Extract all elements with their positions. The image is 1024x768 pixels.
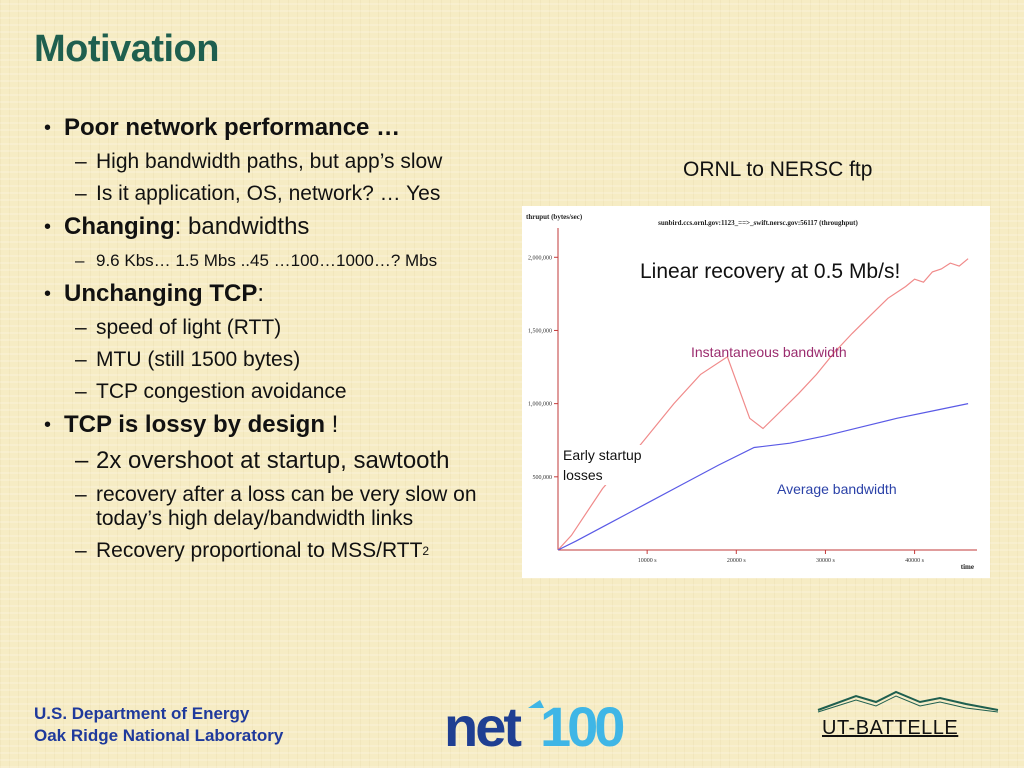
y-tick-label: 2,000,000 bbox=[528, 255, 552, 261]
early-startup-line-1: Early startup bbox=[563, 447, 642, 463]
average-bandwidth-line bbox=[557, 403, 969, 551]
average-bandwidth-label: Average bandwidth bbox=[777, 481, 897, 497]
bullet-changing: • Changing: bandwidths bbox=[44, 213, 310, 240]
bullet-dot: • bbox=[44, 414, 52, 436]
svg-text:100: 100 bbox=[540, 696, 623, 758]
y-tick-label: 500,000 bbox=[533, 475, 553, 481]
bullet-poor-network-performance: • Poor network performance … bbox=[44, 114, 401, 141]
chart-title: sunbird.ccs.ornl.gov:1123_==>_swift.ners… bbox=[658, 219, 858, 227]
x-tick-label: 30000 s bbox=[816, 558, 836, 564]
throughput-chart: thruput (bytes/sec) sunbird.ccs.ornl.gov… bbox=[522, 206, 990, 578]
sub-bullet-overshoot: –2x overshoot at startup, sawtooth bbox=[75, 447, 450, 474]
ut-battelle-logo-text: UT-BATTELLE bbox=[822, 717, 959, 739]
chart-series bbox=[557, 258, 969, 551]
early-startup-annotation: Early startup losses bbox=[563, 445, 642, 485]
footer-org-line-1: U.S. Department of Energy bbox=[34, 704, 250, 723]
instantaneous-bandwidth-line bbox=[557, 258, 969, 551]
sub-bullet-high-bandwidth: – High bandwidth paths, but app’s slow bbox=[75, 150, 443, 173]
ut-battelle-logo-icon bbox=[817, 690, 999, 713]
x-tick-label: 40000 s bbox=[905, 558, 925, 564]
sub-bullet-recovery-proportional: – Recovery proportional to MSS/RTT2 bbox=[75, 539, 430, 562]
axis-ticks: 500,000 1,000,000 1,500,000 2,000,000 10000 … bbox=[528, 255, 925, 564]
bullet-dot: • bbox=[44, 283, 52, 305]
sub-bullet-congestion-avoidance: – TCP congestion avoidance bbox=[75, 380, 347, 403]
figure-caption: ORNL to NERSC ftp bbox=[683, 158, 873, 181]
sub-bullet-slow-recovery: – recovery after a loss can be very slow … bbox=[75, 483, 477, 530]
x-tick-label: 20000 s bbox=[727, 558, 747, 564]
instantaneous-bandwidth-label: Instantaneous bandwidth bbox=[691, 344, 847, 360]
svg-text:net: net bbox=[444, 696, 521, 758]
sub-bullet-bandwidth-range: –9.6 Kbs… 1.5 Mbs ..45 …100…1000…? Mbs bbox=[75, 251, 438, 270]
sub-bullet-speed-of-light: – speed of light (RTT) bbox=[75, 316, 282, 339]
y-axis-label: thruput (bytes/sec) bbox=[526, 213, 583, 221]
x-axis-label: time bbox=[961, 563, 974, 571]
y-tick-label: 1,500,000 bbox=[528, 328, 552, 334]
net100-logo-icon: net 100 bbox=[444, 695, 627, 758]
throughput-chart-svg: thruput (bytes/sec) sunbird.ccs.ornl.gov… bbox=[526, 213, 977, 571]
slide-title: Motivation bbox=[34, 28, 219, 70]
bullet-unchanging-tcp: • Unchanging TCP: bbox=[44, 280, 264, 307]
bullet-tcp-lossy: • TCP is lossy by design ! bbox=[44, 411, 339, 438]
bullet-list: • Poor network performance … – High bandwi… bbox=[42, 114, 492, 563]
early-startup-line-2: losses bbox=[563, 467, 603, 483]
x-tick-label: 10000 s bbox=[638, 558, 658, 564]
footer-organization: U.S. Department of Energy Oak Ridge Nati… bbox=[34, 703, 283, 747]
bullet-dot: • bbox=[44, 117, 52, 139]
net100-logo: net 100 bbox=[444, 695, 627, 765]
footer-org-line-2: Oak Ridge National Laboratory bbox=[34, 726, 284, 745]
linear-recovery-annotation: Linear recovery at 0.5 Mb/s! bbox=[640, 260, 901, 283]
bullet-dot: • bbox=[44, 216, 52, 238]
sub-bullet-app-os-network: – Is it application, OS, network? … Yes bbox=[75, 182, 441, 205]
sub-bullet-mtu: – MTU (still 1500 bytes) bbox=[75, 348, 301, 371]
y-tick-label: 1,000,000 bbox=[528, 402, 552, 408]
